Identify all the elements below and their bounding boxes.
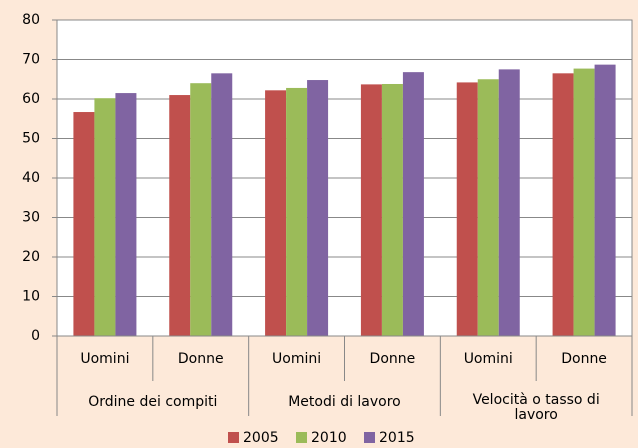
- y-tick-label: 20: [22, 249, 40, 265]
- bar: [94, 98, 116, 337]
- bar: [573, 68, 595, 337]
- y-tick-label: 80: [22, 12, 40, 28]
- bar: [477, 79, 499, 336]
- bar: [169, 95, 191, 336]
- bar: [286, 87, 308, 336]
- group-label: Metodi di lavoro: [288, 394, 401, 410]
- y-tick-label: 50: [22, 131, 40, 147]
- y-tick-label: 0: [31, 328, 40, 344]
- bar: [307, 80, 329, 336]
- bar: [402, 72, 424, 336]
- bar: [360, 84, 382, 336]
- bar: [115, 93, 137, 336]
- bar: [211, 73, 233, 336]
- bar: [456, 82, 478, 336]
- y-tick-label: 60: [22, 91, 40, 107]
- x-tick-label: Donne: [561, 351, 607, 367]
- x-tick-label: Uomini: [80, 351, 129, 367]
- x-tick-label: Donne: [370, 351, 416, 367]
- legend-label: 2015: [379, 430, 415, 446]
- y-tick-label: 30: [22, 210, 40, 226]
- bar: [190, 83, 212, 336]
- bar: [73, 112, 95, 336]
- group-label: Velocità o tasso di lavoro: [472, 392, 600, 423]
- x-tick-label: Uomini: [272, 351, 321, 367]
- y-tick-label: 70: [22, 52, 40, 68]
- legend-label: 2010: [311, 430, 347, 446]
- x-tick-label: Donne: [178, 351, 224, 367]
- bar: [498, 69, 520, 336]
- legend-swatch: [364, 432, 375, 443]
- bar: [552, 73, 574, 336]
- legend-swatch: [228, 432, 239, 443]
- bar: [594, 64, 616, 336]
- group-label: Ordine dei compiti: [88, 394, 218, 410]
- bar: [265, 90, 287, 336]
- legend-swatch: [296, 432, 307, 443]
- y-tick-label: 10: [22, 289, 40, 305]
- legend-label: 2005: [243, 430, 279, 446]
- x-tick-label: Uomini: [464, 351, 513, 367]
- bar: [381, 83, 403, 337]
- y-tick-label: 40: [22, 170, 40, 186]
